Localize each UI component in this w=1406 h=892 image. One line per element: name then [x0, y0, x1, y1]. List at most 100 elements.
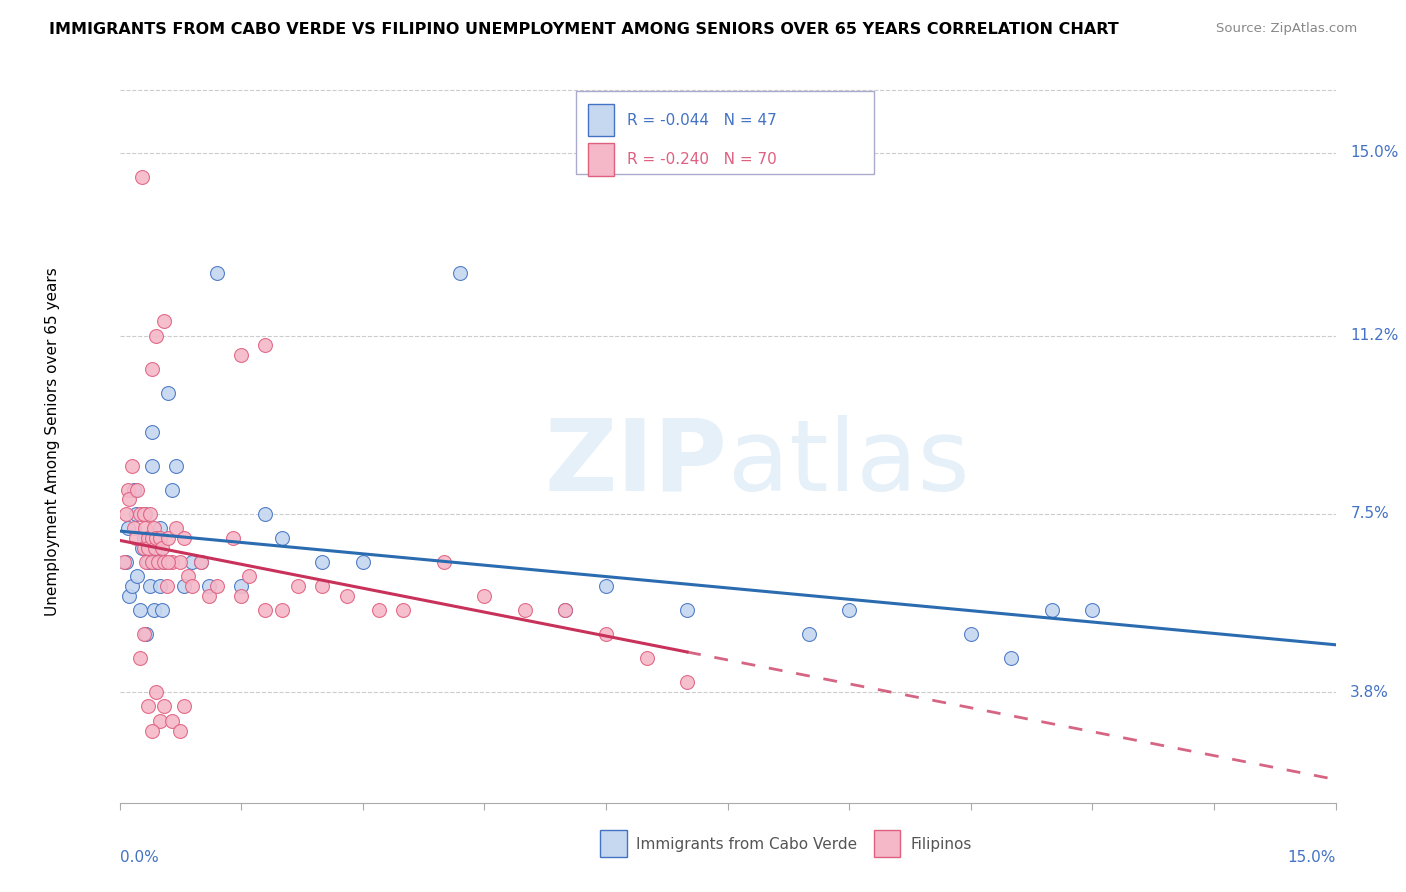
Point	[254, 507, 277, 521]
Point	[368, 603, 391, 617]
Point	[153, 699, 176, 714]
Text: R = -0.240   N = 70: R = -0.240 N = 70	[627, 152, 776, 167]
Point	[139, 507, 162, 521]
Point	[112, 555, 135, 569]
Point	[155, 579, 177, 593]
Point	[118, 492, 141, 507]
Point	[165, 458, 187, 473]
Point	[135, 627, 157, 641]
Text: 11.2%: 11.2%	[1350, 328, 1399, 343]
Point	[190, 555, 212, 569]
Point	[676, 675, 699, 690]
Point	[153, 555, 176, 569]
Point	[136, 531, 159, 545]
Point	[472, 589, 496, 603]
Point	[141, 362, 163, 376]
Point	[128, 507, 150, 521]
Point	[160, 555, 183, 569]
Point	[231, 589, 253, 603]
Point	[136, 699, 159, 714]
Point	[838, 603, 860, 617]
Text: 0.0%: 0.0%	[120, 850, 159, 864]
Point	[335, 589, 357, 603]
Point	[352, 555, 374, 569]
Point	[205, 579, 228, 593]
Text: Unemployment Among Seniors over 65 years: Unemployment Among Seniors over 65 years	[45, 268, 60, 615]
Point	[115, 507, 138, 521]
Point	[145, 685, 167, 699]
Point	[169, 723, 191, 738]
Point	[238, 569, 260, 583]
Point	[142, 603, 165, 617]
Point	[149, 521, 172, 535]
Point	[181, 555, 204, 569]
Point	[311, 555, 333, 569]
Point	[148, 555, 170, 569]
Point	[173, 579, 195, 593]
Point	[197, 589, 219, 603]
Point	[231, 348, 253, 362]
Point	[122, 521, 145, 535]
Point	[150, 603, 173, 617]
Point	[222, 531, 245, 545]
Point	[141, 555, 163, 569]
Point	[135, 555, 157, 569]
Bar	[873, 830, 900, 857]
Point	[1081, 603, 1104, 617]
Text: IMMIGRANTS FROM CABO VERDE VS FILIPINO UNEMPLOYMENT AMONG SENIORS OVER 65 YEARS : IMMIGRANTS FROM CABO VERDE VS FILIPINO U…	[49, 22, 1119, 37]
Point	[165, 521, 187, 535]
Point	[134, 507, 156, 521]
Text: Immigrants from Cabo Verde: Immigrants from Cabo Verde	[637, 838, 858, 852]
Point	[254, 338, 277, 352]
Point	[117, 521, 139, 535]
Point	[141, 531, 163, 545]
Point	[149, 714, 172, 728]
Point	[134, 521, 156, 535]
Point	[160, 714, 183, 728]
Point	[128, 651, 150, 665]
Point	[145, 531, 167, 545]
Point	[136, 555, 159, 569]
Point	[433, 555, 456, 569]
Point	[127, 483, 149, 497]
Text: 15.0%: 15.0%	[1288, 850, 1336, 864]
Point	[141, 458, 163, 473]
Text: atlas: atlas	[728, 415, 969, 512]
Point	[960, 627, 983, 641]
Point	[121, 458, 143, 473]
Point	[150, 541, 173, 555]
Point	[115, 555, 138, 569]
Point	[254, 603, 277, 617]
Bar	[588, 143, 614, 176]
Point	[157, 531, 180, 545]
Point	[1040, 603, 1063, 617]
Point	[270, 531, 292, 545]
Point	[797, 627, 820, 641]
Point	[132, 531, 155, 545]
Text: Source: ZipAtlas.com: Source: ZipAtlas.com	[1216, 22, 1357, 36]
Point	[554, 603, 576, 617]
Point	[392, 603, 415, 617]
Point	[311, 579, 333, 593]
Point	[636, 651, 658, 665]
Point	[127, 569, 149, 583]
Text: 15.0%: 15.0%	[1350, 145, 1399, 160]
Point	[139, 579, 162, 593]
Point	[287, 579, 309, 593]
Point	[118, 589, 141, 603]
Point	[595, 627, 617, 641]
Point	[141, 425, 163, 439]
Point	[122, 483, 145, 497]
Point	[125, 531, 148, 545]
Point	[173, 531, 195, 545]
Point	[595, 579, 617, 593]
Point	[197, 579, 219, 593]
Point	[148, 541, 170, 555]
Point	[145, 328, 167, 343]
Point	[160, 483, 183, 497]
FancyBboxPatch shape	[575, 91, 873, 174]
Text: ZIP: ZIP	[544, 415, 728, 512]
Point	[125, 507, 148, 521]
Point	[177, 569, 200, 583]
Point	[1000, 651, 1022, 665]
